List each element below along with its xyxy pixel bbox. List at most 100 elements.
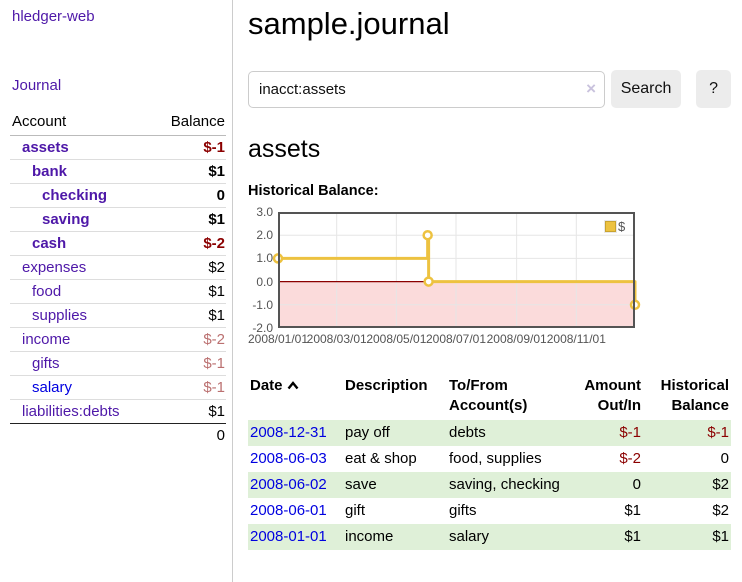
transaction-date-link[interactable]: 2008-06-02 (250, 476, 327, 493)
main-content: sample.journal × Search ? assets Histori… (233, 0, 742, 582)
account-link[interactable]: food (32, 283, 62, 300)
transaction-row: 2008-01-01 income salary $1 $1 (248, 524, 731, 550)
transaction-date-link[interactable]: 2008-06-03 (250, 450, 327, 467)
transaction-accounts: gifts (449, 502, 477, 519)
x-tick-label: 2008/11/01 (546, 332, 606, 346)
register-header-row: Date Description To/From Account(s) Amount … (248, 374, 731, 420)
transaction-amount: $-1 (619, 424, 641, 441)
account-row: saving $1 (10, 207, 226, 232)
chart-legend: $ (604, 219, 625, 234)
account-link[interactable]: liabilities:debts (22, 403, 120, 420)
account-balance: $-2 (118, 327, 226, 352)
sidebar-item-journal[interactable]: Journal (12, 77, 62, 94)
chart-label: Historical Balance: (248, 183, 379, 199)
account-row: checking 0 (10, 183, 226, 208)
account-link[interactable]: bank (32, 163, 68, 180)
account-link[interactable]: salary (32, 379, 73, 396)
register-header-date[interactable]: Date (248, 374, 345, 420)
transaction-amount: $1 (624, 502, 641, 519)
accounts-header-balance: Balance (118, 110, 226, 136)
accounts-total-value: 0 (118, 423, 226, 447)
search-input[interactable] (248, 70, 605, 108)
account-balance: $-1 (118, 351, 226, 376)
account-row: cash $-2 (10, 231, 226, 256)
account-row: salary $-1 (10, 375, 226, 400)
y-tick-label: 0.0 (256, 274, 273, 289)
account-balance: $1 (118, 207, 226, 232)
account-link[interactable]: expenses (22, 259, 87, 276)
transaction-accounts: food, supplies (449, 450, 542, 467)
account-balance: $-1 (203, 139, 225, 156)
transaction-amount: $1 (624, 528, 641, 545)
transaction-row: 2008-06-03 eat & shop food, supplies $-2 0 (248, 446, 731, 472)
account-heading: assets (248, 135, 321, 163)
transaction-description: eat & shop (345, 450, 417, 467)
clear-search-icon[interactable]: × (586, 78, 596, 98)
transaction-balance: $-1 (707, 424, 729, 441)
y-tick-label: -1.0 (252, 297, 273, 312)
account-balance: $1 (118, 279, 226, 304)
transaction-description: save (345, 476, 377, 493)
legend-swatch-icon (604, 220, 617, 233)
transaction-row: 2008-06-02 save saving, checking 0 $2 (248, 472, 731, 498)
transaction-accounts: salary (449, 528, 490, 545)
x-tick-label: 2008/07/01 (425, 332, 487, 346)
register-header-historical-balance: Historical Balance (660, 377, 729, 414)
register-header-to-from-account-s-: To/From Account(s) (449, 377, 528, 414)
x-tick-label: 2008/05/01 (366, 332, 427, 346)
account-row: income $-2 (10, 327, 226, 352)
transaction-amount: $-2 (619, 450, 641, 467)
account-balance: $1 (118, 303, 226, 328)
account-link[interactable]: assets (22, 139, 69, 156)
search-button[interactable]: Search (611, 70, 682, 108)
account-row: liabilities:debts $1 (10, 399, 226, 424)
transaction-accounts: debts (449, 424, 486, 441)
transaction-balance: 0 (720, 450, 729, 467)
account-link[interactable]: checking (42, 187, 108, 204)
register-header-amount-out-in: Amount Out/In (584, 377, 641, 414)
help-button[interactable]: ? (696, 70, 731, 108)
account-row: supplies $1 (10, 303, 226, 328)
app-title-link[interactable]: hledger-web (12, 8, 95, 25)
transaction-date-link[interactable]: 2008-06-01 (250, 502, 327, 519)
account-balance: $-2 (118, 231, 226, 256)
account-link[interactable]: income (22, 331, 71, 348)
transaction-accounts: saving, checking (449, 476, 560, 493)
transaction-row: 2008-12-31 pay off debts $-1 $-1 (248, 420, 731, 446)
account-link[interactable]: cash (32, 235, 67, 252)
y-tick-label: 3.0 (256, 205, 273, 219)
accounts-header-row: Account Balance (10, 110, 226, 136)
x-tick-label: 2008/09/01 (486, 332, 547, 346)
register-header-description: Description (345, 377, 428, 394)
account-row: bank $1 (10, 159, 226, 184)
transaction-description: gift (345, 502, 366, 519)
transaction-description: income (345, 528, 394, 545)
chart-plot-area (272, 212, 641, 328)
account-link[interactable]: saving (42, 211, 90, 228)
x-tick-label: 2008/03/01 (306, 332, 367, 346)
sort-ascending-icon (287, 381, 298, 390)
transaction-balance: $2 (712, 502, 729, 519)
data-point (422, 229, 433, 241)
x-tick-label: 2008/01/01 (247, 332, 309, 346)
y-tick-label: -2.0 (252, 321, 273, 335)
register-table: Date Description To/From Account(s) Amount … (248, 374, 731, 550)
accounts-table: Account Balance assets $-1 bank $1 checking 0… (10, 110, 226, 447)
transaction-date-link[interactable]: 2008-01-01 (250, 528, 327, 545)
transaction-balance: $1 (712, 528, 729, 545)
chart-border (278, 212, 635, 328)
transaction-date-link[interactable]: 2008-12-31 (250, 424, 327, 441)
transaction-amount: 0 (632, 476, 641, 493)
account-balance: $2 (118, 255, 226, 280)
account-row: food $1 (10, 279, 226, 304)
account-balance: $-1 (118, 375, 226, 400)
accounts-total-spacer (10, 423, 118, 447)
data-point (423, 276, 434, 287)
transaction-row: 2008-06-01 gift gifts $1 $2 (248, 498, 731, 524)
account-link[interactable]: gifts (32, 355, 60, 372)
sidebar: hledger-web Journal Account Balance asse… (0, 0, 233, 582)
search-box: × (248, 70, 605, 108)
accounts-header-account: Account (10, 110, 118, 136)
account-link[interactable]: supplies (32, 307, 88, 324)
transaction-description: pay off (345, 424, 390, 441)
